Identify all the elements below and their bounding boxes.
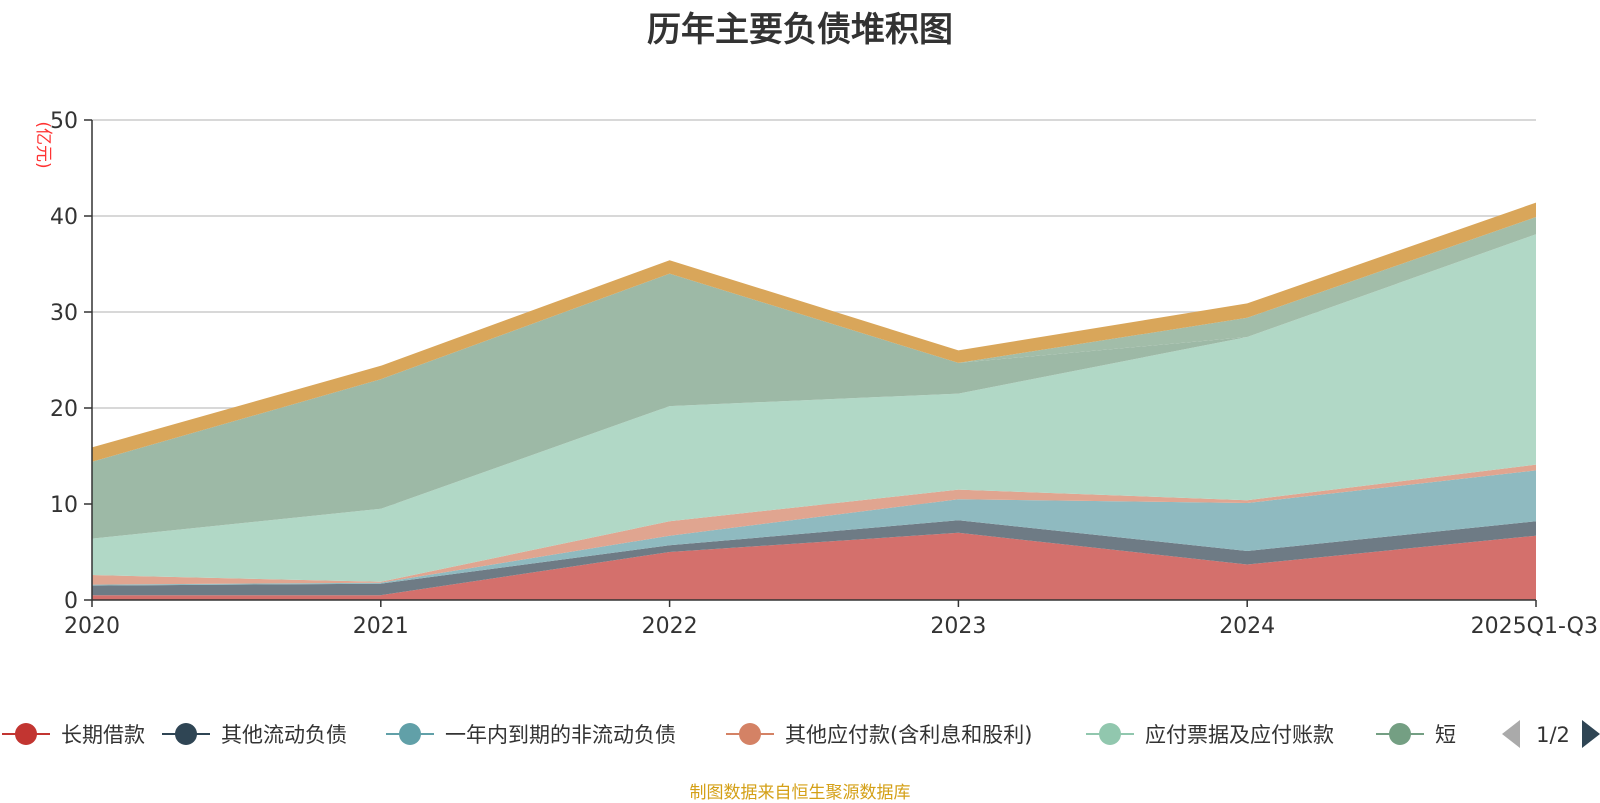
legend-item-4[interactable]: 应付票据及应付账款 [1086,723,1334,747]
source-note: 制图数据来自恒生聚源数据库 [689,783,911,803]
legend-page-indicator: 1/2 [1536,723,1570,747]
y-tick-label: 30 [50,301,78,326]
legend-circle-marker [15,723,37,745]
stacked-areas [92,202,1536,600]
legend-label: 其他流动负债 [221,723,347,747]
legend-circle-marker [1099,723,1121,745]
area-series-4 [92,234,1536,582]
legend-item-5[interactable]: 短 [1376,723,1456,747]
x-tick-label: 2024 [1219,614,1275,639]
legend-item-3[interactable]: 其他应付款(含利息和股利) [726,723,1032,747]
y-tick-label: 20 [50,397,78,422]
axes: 0 10 20 30 40 50 2020 2021 2022 2023 2024 2025Q1-Q3 [50,109,1598,639]
legend-label: 其他应付款(含利息和股利) [785,723,1032,747]
y-tick-label: 40 [50,205,78,230]
legend-prev-page-icon[interactable] [1502,720,1520,748]
legend-circle-marker [739,723,761,745]
y-tick-label: 50 [50,109,78,134]
legend: 长期借款 其他流动负债 一年内到期的非流动负债 其他应付款(含利息和股利) 应付票据及应… [2,720,1600,748]
legend-label: 应付票据及应付账款 [1145,723,1334,747]
x-tick-label: 2022 [642,614,698,639]
legend-next-page-icon[interactable] [1582,720,1600,748]
legend-label: 长期借款 [61,723,145,747]
x-tick-label: 2020 [64,614,120,639]
area-series-1 [92,520,1536,596]
y-unit-label: (亿元) [33,121,53,168]
legend-label: 短 [1435,723,1456,747]
legend-circle-marker [399,723,421,745]
x-tick-label: 2023 [930,614,986,639]
legend-circle-marker [175,723,197,745]
x-tick-label: 2021 [353,614,409,639]
y-tick-label: 10 [50,493,78,518]
legend-item-2[interactable]: 一年内到期的非流动负债 [386,723,676,747]
legend-label: 一年内到期的非流动负债 [445,723,676,747]
legend-pager: 1/2 [1502,720,1600,748]
x-tick-label: 2025Q1-Q3 [1471,614,1598,639]
area-series-2 [92,470,1536,586]
chart-title: 历年主要负债堆积图 [647,10,953,50]
area-series-5 [92,234,1536,539]
legend-item-0[interactable]: 长期借款 [2,723,145,747]
area-series-0 [92,532,1536,600]
legend-item-1[interactable]: 其他流动负债 [162,723,347,747]
y-tick-label: 0 [64,589,78,614]
legend-circle-marker [1389,723,1411,745]
